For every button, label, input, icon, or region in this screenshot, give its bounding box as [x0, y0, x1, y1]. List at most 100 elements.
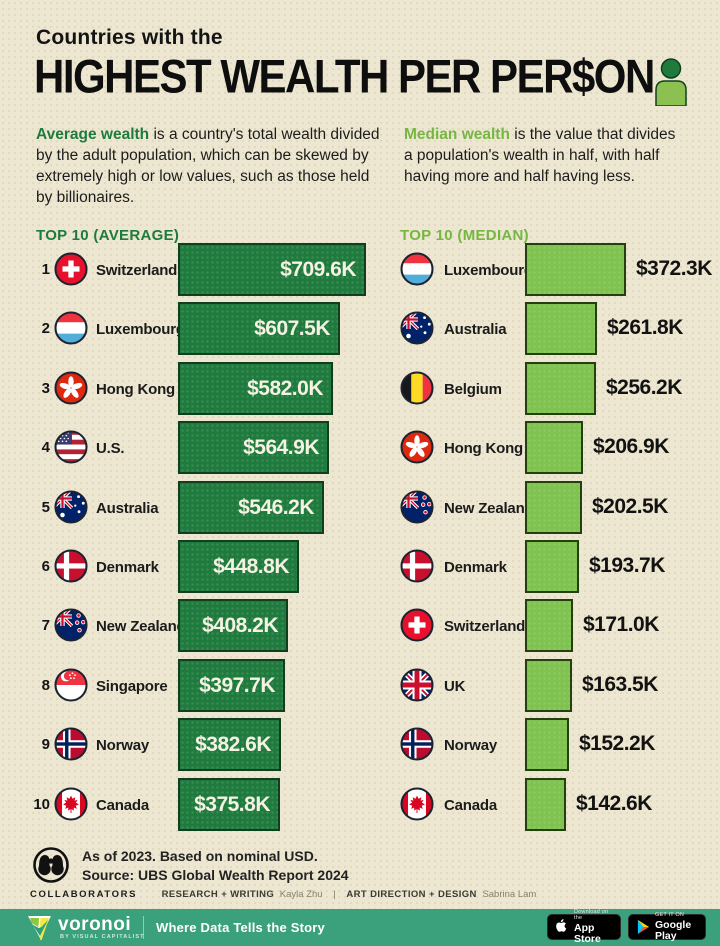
median-row-belgium: Belgium $256.2K — [400, 362, 720, 415]
average-row-denmark: 6 Denmark $448.8K — [36, 540, 386, 593]
average-bar: $607.5K — [178, 302, 340, 355]
median-bar — [525, 778, 566, 831]
footnote-source: Source: UBS Global Wealth Report 2024 — [82, 867, 349, 883]
rank-label: 7 — [41, 617, 50, 634]
country-label: UK — [444, 678, 466, 695]
average-row-us: 4 U.S. $564.9K — [36, 421, 386, 474]
rank-label: 3 — [41, 380, 50, 397]
google-play-badge-bottom: Google Play — [655, 919, 692, 942]
median-bar — [525, 362, 596, 415]
flag-norway-icon — [400, 727, 434, 761]
collaborator-role-design: ART DIRECTION + DESIGN — [346, 889, 477, 900]
voronoi-logo-icon — [28, 916, 51, 940]
app-store-badge-top: Download on the — [574, 909, 609, 921]
footer-divider — [143, 916, 144, 939]
average-bar: $709.6K — [178, 243, 366, 296]
bar-value-label: $607.5K — [254, 317, 330, 340]
average-row-singapore: 8 Singapore $397.7K — [36, 659, 386, 712]
bar-value-label: $582.0K — [247, 377, 323, 400]
country-label: Denmark — [444, 559, 507, 576]
median-bar — [525, 481, 582, 534]
country-label: Hong Kong — [444, 440, 524, 457]
flag-hongkong-icon — [54, 371, 88, 405]
bar-value-label: $142.6K — [576, 792, 652, 815]
country-label: Canada — [444, 797, 497, 814]
bar-value-label: $152.2K — [579, 732, 655, 755]
page-title: HIGHEST WEALTH PER PER$ON — [34, 50, 655, 103]
flag-belgium-icon — [400, 371, 434, 405]
person-icon — [655, 58, 687, 106]
median-column-header: TOP 10 (MEDIAN) — [400, 227, 529, 244]
apple-icon — [556, 919, 567, 932]
average-bar: $397.7K — [178, 659, 285, 712]
average-bar: $382.6K — [178, 718, 281, 771]
collaborator-name-research: Kayla Zhu — [279, 889, 323, 900]
country-label: Canada — [96, 797, 149, 814]
country-label: Switzerland — [444, 618, 526, 635]
median-chart-column: Luxembourg $372.3K Australia $261.8K Belgi… — [400, 243, 720, 843]
google-play-badge[interactable]: GET IT ON Google Play — [628, 911, 706, 942]
google-play-badge-top: GET IT ON — [655, 911, 685, 918]
average-row-norway: 9 Norway $382.6K — [36, 718, 386, 771]
country-label: Australia — [96, 500, 159, 517]
bar-value-label: $206.9K — [593, 435, 669, 458]
flag-switzerland-icon — [54, 252, 88, 286]
definition-average-lead: Average wealth — [36, 126, 150, 143]
median-row-canada: Canada $142.6K — [400, 778, 720, 831]
average-row-luxembourg: 2 Luxembourg $607.5K — [36, 302, 386, 355]
bar-value-label: $397.7K — [199, 674, 275, 697]
median-row-switzerland: Switzerland $171.0K — [400, 599, 720, 652]
median-row-newzealand: New Zealand $202.5K — [400, 481, 720, 534]
flag-uk-icon — [400, 668, 434, 702]
median-row-luxembourg: Luxembourg $372.3K — [400, 243, 720, 296]
average-row-canada: 10 Canada $375.8K — [33, 778, 386, 831]
collaborators-line: COLLABORATORS RESEARCH + WRITING Kayla Z… — [30, 889, 536, 900]
definition-median-lead: Median wealth — [404, 126, 510, 143]
average-bar: $448.8K — [178, 540, 299, 593]
collaborators-label: COLLABORATORS — [30, 889, 138, 900]
flag-denmark-icon — [54, 549, 88, 583]
average-bar: $582.0K — [178, 362, 333, 415]
median-row-hongkong: Hong Kong $206.9K — [400, 421, 720, 474]
rank-label: 6 — [41, 558, 50, 575]
binoculars-logo-icon — [33, 847, 69, 883]
average-bar: $408.2K — [178, 599, 288, 652]
definition-median: Median wealth is the value that divides … — [404, 124, 676, 187]
median-bar — [525, 599, 573, 652]
flag-hongkong-icon — [400, 430, 434, 464]
average-row-newzealand: 7 New Zealand $408.2K — [36, 599, 386, 652]
voronoi-brand-sub: BY VISUAL CAPITALIST — [60, 934, 145, 940]
rank-label: 4 — [41, 439, 50, 456]
country-label: Luxembourg — [444, 262, 533, 279]
median-bar — [525, 302, 597, 355]
average-chart-column: 1 Switzerland $709.6K 2 Luxembourg $607.5K 3… — [33, 243, 386, 843]
flag-australia-icon — [400, 311, 434, 345]
bar-value-label: $261.8K — [607, 316, 683, 339]
google-play-icon — [637, 920, 650, 934]
country-label: New Zealand — [96, 618, 186, 635]
median-row-denmark: Denmark $193.7K — [400, 540, 720, 593]
flag-newzealand-icon — [54, 608, 88, 642]
country-label: U.S. — [96, 440, 125, 457]
flag-us-icon — [54, 430, 88, 464]
footer-bar: voronoi BY VISUAL CAPITALIST Where Data … — [0, 909, 720, 946]
median-bar — [525, 659, 572, 712]
flag-singapore-icon — [54, 668, 88, 702]
bar-value-label: $256.2K — [606, 376, 682, 399]
app-store-badge[interactable]: Download on the App Store — [547, 909, 621, 944]
country-label: Luxembourg — [96, 321, 185, 338]
bar-value-label: $382.6K — [195, 733, 271, 756]
median-row-norway: Norway $152.2K — [400, 718, 720, 771]
voronoi-brand: voronoi — [58, 914, 132, 935]
country-label: Norway — [444, 737, 497, 754]
bar-value-label: $171.0K — [583, 613, 659, 636]
bar-value-label: $546.2K — [238, 496, 314, 519]
definition-average-rest: is a country's total wealth divided by t… — [36, 126, 380, 207]
average-bar: $564.9K — [178, 421, 329, 474]
bar-value-label: $408.2K — [202, 614, 278, 637]
footer-tagline: Where Data Tells the Story — [156, 920, 325, 935]
bar-value-label: $193.7K — [589, 554, 665, 577]
bar-value-label: $375.8K — [194, 793, 270, 816]
average-row-hongkong: 3 Hong Kong $582.0K — [36, 362, 386, 415]
